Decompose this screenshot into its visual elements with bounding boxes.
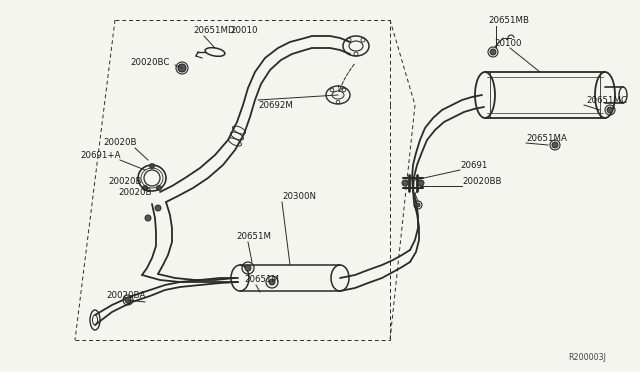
Circle shape [490, 49, 496, 55]
Text: 20691+A: 20691+A [80, 151, 120, 160]
Circle shape [607, 107, 613, 113]
Text: 20300N: 20300N [282, 192, 316, 201]
Circle shape [178, 64, 186, 72]
Circle shape [245, 265, 251, 271]
Circle shape [125, 297, 131, 303]
Text: 20651MC: 20651MC [586, 96, 627, 105]
Text: 20100: 20100 [494, 38, 522, 48]
Circle shape [155, 205, 161, 211]
Circle shape [145, 215, 151, 221]
Circle shape [143, 186, 147, 190]
Text: R200003J: R200003J [568, 353, 606, 362]
Text: 20651MD: 20651MD [193, 26, 235, 35]
Text: 20692M: 20692M [258, 100, 293, 109]
Circle shape [402, 180, 408, 186]
Text: 20691: 20691 [460, 160, 488, 170]
Text: 20020B: 20020B [108, 176, 141, 186]
Text: 20020BC: 20020BC [130, 58, 170, 67]
Text: 20651MB: 20651MB [488, 16, 529, 25]
Circle shape [418, 180, 424, 186]
Text: 20651M: 20651M [244, 276, 279, 285]
Text: 20020BB: 20020BB [462, 176, 502, 186]
Circle shape [157, 186, 161, 190]
Circle shape [269, 279, 275, 285]
Text: 20020B: 20020B [118, 187, 152, 196]
Text: 20651M: 20651M [236, 231, 271, 241]
Text: 20020BA: 20020BA [106, 292, 145, 301]
Circle shape [150, 164, 154, 169]
Circle shape [552, 142, 558, 148]
Circle shape [416, 203, 420, 207]
Text: 20651MA: 20651MA [526, 134, 567, 142]
Text: 20020B: 20020B [103, 138, 136, 147]
Text: 20010: 20010 [230, 26, 257, 35]
